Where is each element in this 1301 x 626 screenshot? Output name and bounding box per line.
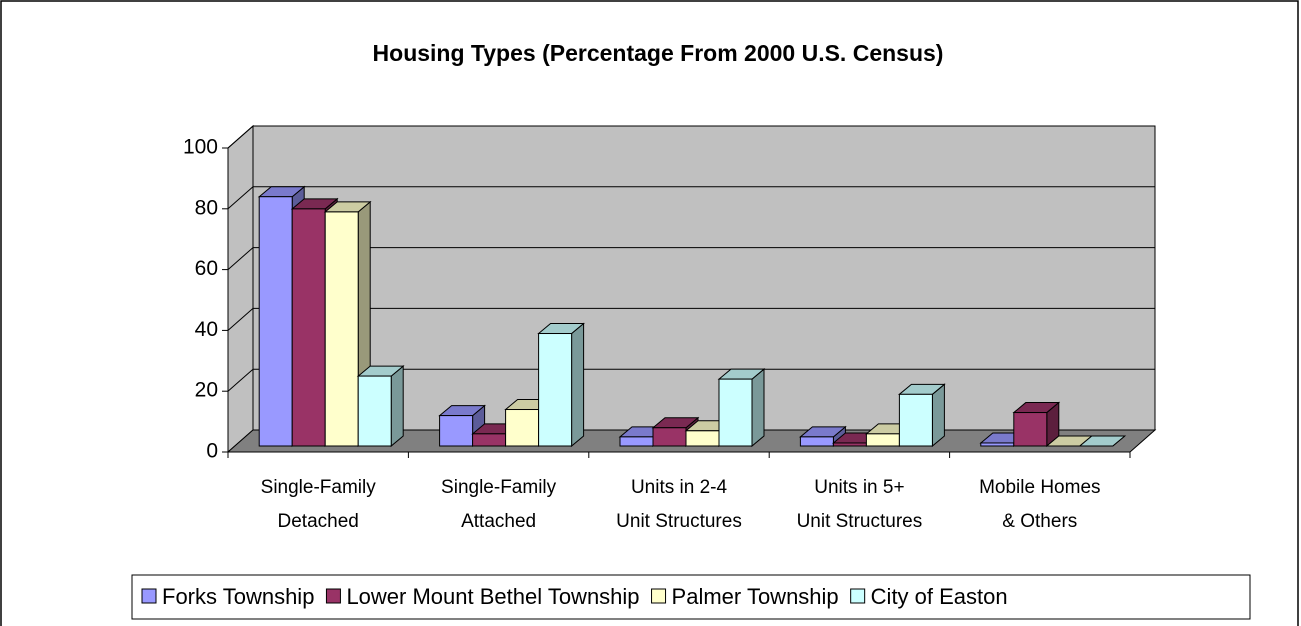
bar — [1013, 412, 1048, 447]
x-tick-label: Units in 5+ — [814, 477, 904, 498]
grid-line — [227, 186, 254, 210]
y-tick-label: 20 — [195, 379, 218, 402]
bar — [619, 436, 654, 447]
grid-line — [227, 247, 254, 270]
x-tick-label: Unit Structures — [616, 511, 742, 532]
grid-line — [227, 308, 254, 331]
legend-swatch — [651, 588, 667, 604]
legend-label: Forks Township — [162, 584, 314, 609]
x-tick-label: Mobile Homes — [979, 477, 1100, 498]
y-tick-label: 100 — [183, 136, 218, 159]
bar-side — [390, 365, 404, 448]
bar — [439, 415, 474, 447]
bar — [652, 427, 687, 447]
legend-label: Palmer Township — [672, 584, 839, 609]
bar — [685, 430, 720, 447]
legend-box — [131, 574, 1251, 620]
x-tick-label: Attached — [461, 511, 536, 532]
bar — [898, 393, 933, 447]
x-tick-label: Detached — [278, 511, 359, 532]
grid-line — [227, 368, 254, 392]
bar-side — [751, 368, 765, 448]
bar — [291, 208, 326, 447]
bar — [357, 375, 392, 447]
x-tick-label: Single-Family — [261, 477, 377, 498]
chart-title: Housing Types (Percentage From 2000 U.S.… — [373, 40, 944, 66]
grid-line — [227, 125, 254, 149]
bar — [799, 436, 834, 447]
bar — [865, 433, 900, 447]
bar — [538, 333, 573, 447]
bar — [472, 433, 507, 447]
x-tick-label: & Others — [1002, 511, 1077, 532]
x-tick-label: Single-Family — [441, 477, 557, 498]
legend-swatch — [325, 588, 341, 604]
bar — [980, 442, 1015, 447]
legend-swatch — [141, 588, 157, 604]
y-tick-label: 80 — [195, 196, 218, 219]
y-tick-label: 60 — [195, 257, 218, 280]
side-wall — [227, 124, 254, 454]
legend-swatch — [850, 588, 866, 604]
x-tick-label: Units in 2-4 — [631, 477, 728, 498]
legend-label: City of Easton — [871, 584, 1008, 609]
y-tick-label: 0 — [206, 440, 218, 463]
bar — [258, 196, 293, 447]
bar — [718, 378, 753, 447]
y-tick-label: 40 — [195, 318, 218, 341]
bar — [324, 211, 359, 447]
bar-side — [931, 383, 945, 448]
legend-label: Lower Mount Bethel Township — [346, 584, 639, 609]
bar-top — [1078, 435, 1127, 447]
bar-side — [571, 322, 585, 448]
bar — [832, 442, 867, 447]
bar — [505, 409, 540, 447]
x-tick-label: Unit Structures — [797, 511, 923, 532]
